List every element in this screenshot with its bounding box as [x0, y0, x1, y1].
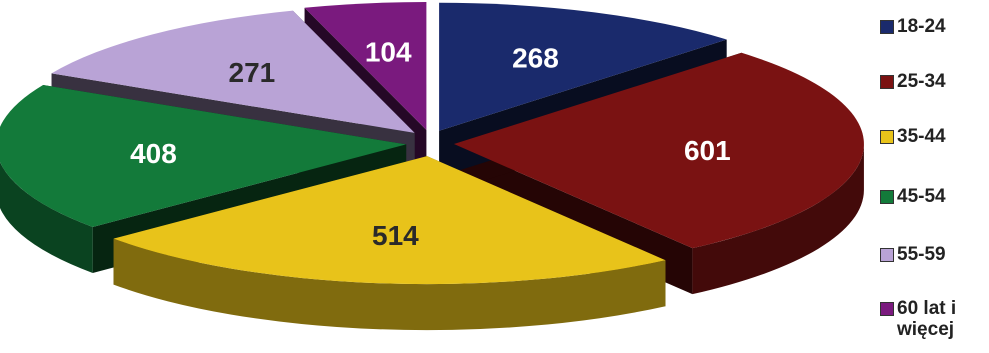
slice-2 — [113, 156, 666, 285]
legend-item: 60 lat i więcej — [880, 298, 989, 340]
slice-side-2 — [113, 238, 666, 331]
data-label-5: 104 — [365, 36, 412, 67]
legend-label: 25-34 — [897, 71, 946, 92]
data-label-4: 271 — [229, 57, 276, 88]
slice-side-3 — [0, 161, 93, 273]
legend-label: 35-44 — [897, 126, 946, 147]
legend-label: 60 lat i więcej — [897, 298, 957, 340]
slice-0 — [439, 2, 727, 131]
pie-value-labels: 268 601 514 408 271 104 — [130, 36, 731, 250]
slice-5 — [304, 1, 427, 130]
slice-1 — [453, 52, 864, 249]
legend-swatch — [880, 75, 894, 89]
legend-swatch — [880, 248, 894, 262]
legend-item: 55-59 — [880, 244, 946, 265]
legend-item: 18-24 — [880, 16, 946, 37]
legend-item: 25-34 — [880, 71, 946, 92]
legend-label: 18-24 — [897, 16, 946, 37]
data-label-0: 268 — [512, 42, 559, 73]
legend-swatch — [880, 190, 894, 204]
legend-item: 35-44 — [880, 126, 946, 147]
pie-tops — [0, 1, 864, 285]
legend-item: 45-54 — [880, 186, 946, 207]
legend-swatch — [880, 302, 894, 316]
slice-3 — [0, 84, 407, 227]
legend-swatch — [880, 130, 894, 144]
slice-side-1 — [692, 144, 864, 295]
legend-label: 45-54 — [897, 186, 946, 207]
legend-label: 55-59 — [897, 244, 946, 265]
data-label-1: 601 — [684, 135, 731, 166]
data-label-2: 514 — [372, 220, 419, 251]
pie-chart: 268 601 514 408 271 104 — [0, 1, 864, 331]
data-label-3: 408 — [130, 138, 177, 169]
legend-swatch — [880, 20, 894, 34]
slice-4 — [51, 10, 415, 133]
